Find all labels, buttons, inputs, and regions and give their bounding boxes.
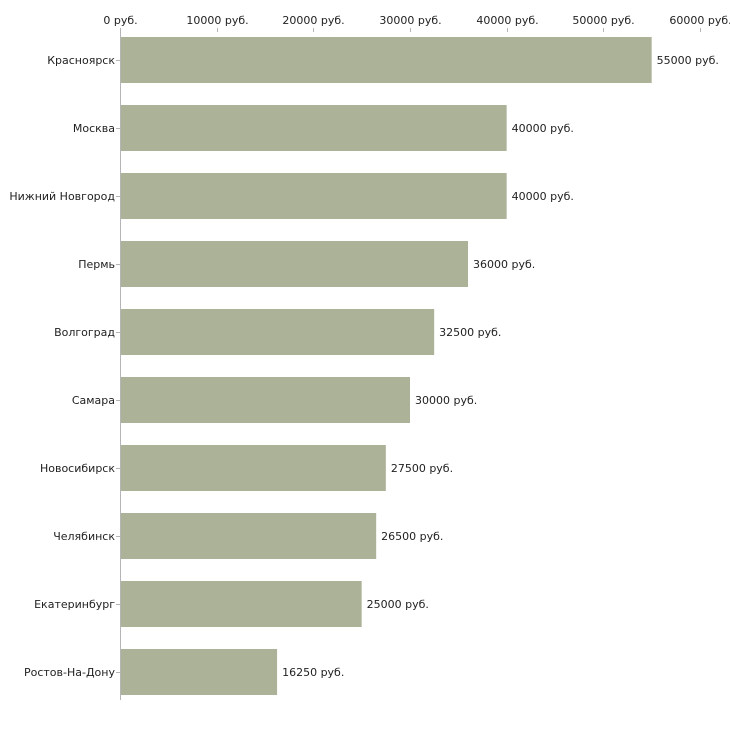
bar <box>121 513 377 559</box>
category-label: Новосибирск <box>40 462 115 475</box>
bar <box>121 37 652 83</box>
value-label: 40000 руб. <box>512 190 574 203</box>
category-label: Челябинск <box>53 530 115 543</box>
category-label: Нижний Новгород <box>9 190 115 203</box>
bar <box>121 241 468 287</box>
bar <box>121 649 278 695</box>
value-label: 16250 руб. <box>282 666 344 679</box>
x-tick-label: 60000 руб. <box>669 14 730 27</box>
value-label: 26500 руб. <box>381 530 443 543</box>
category-label: Волгоград <box>54 326 115 339</box>
category-label: Красноярск <box>47 54 115 67</box>
value-label: 55000 руб. <box>657 54 719 67</box>
category-labels: Красноярск Москва Нижний Новгород Пермь Волг… <box>9 54 120 679</box>
value-label: 30000 руб. <box>415 394 477 407</box>
category-label: Екатеринбург <box>34 598 115 611</box>
bar <box>121 445 386 491</box>
bar <box>121 105 507 151</box>
bars <box>121 37 652 695</box>
category-label: Ростов-На-Дону <box>24 666 115 679</box>
bar <box>121 377 410 423</box>
value-label: 25000 руб. <box>367 598 429 611</box>
x-axis-ticks: 0 руб. 10000 руб. 20000 руб. 30000 руб. 4000… <box>103 14 730 32</box>
bar <box>121 581 362 627</box>
x-tick-label: 50000 руб. <box>572 14 634 27</box>
x-tick-label: 0 руб. <box>103 14 137 27</box>
value-label: 40000 руб. <box>512 122 574 135</box>
value-labels: 55000 руб. 40000 руб. 40000 руб. 36000 руб.… <box>282 54 719 679</box>
category-label: Самара <box>72 394 115 407</box>
value-label: 32500 руб. <box>439 326 501 339</box>
x-tick-label: 40000 руб. <box>476 14 538 27</box>
x-tick-label: 30000 руб. <box>379 14 441 27</box>
category-label: Пермь <box>78 258 115 271</box>
bar <box>121 173 507 219</box>
bar <box>121 309 435 355</box>
x-tick-label: 20000 руб. <box>282 14 344 27</box>
value-label: 36000 руб. <box>473 258 535 271</box>
value-label: 27500 руб. <box>391 462 453 475</box>
x-tick-label: 10000 руб. <box>186 14 248 27</box>
category-label: Москва <box>73 122 115 135</box>
